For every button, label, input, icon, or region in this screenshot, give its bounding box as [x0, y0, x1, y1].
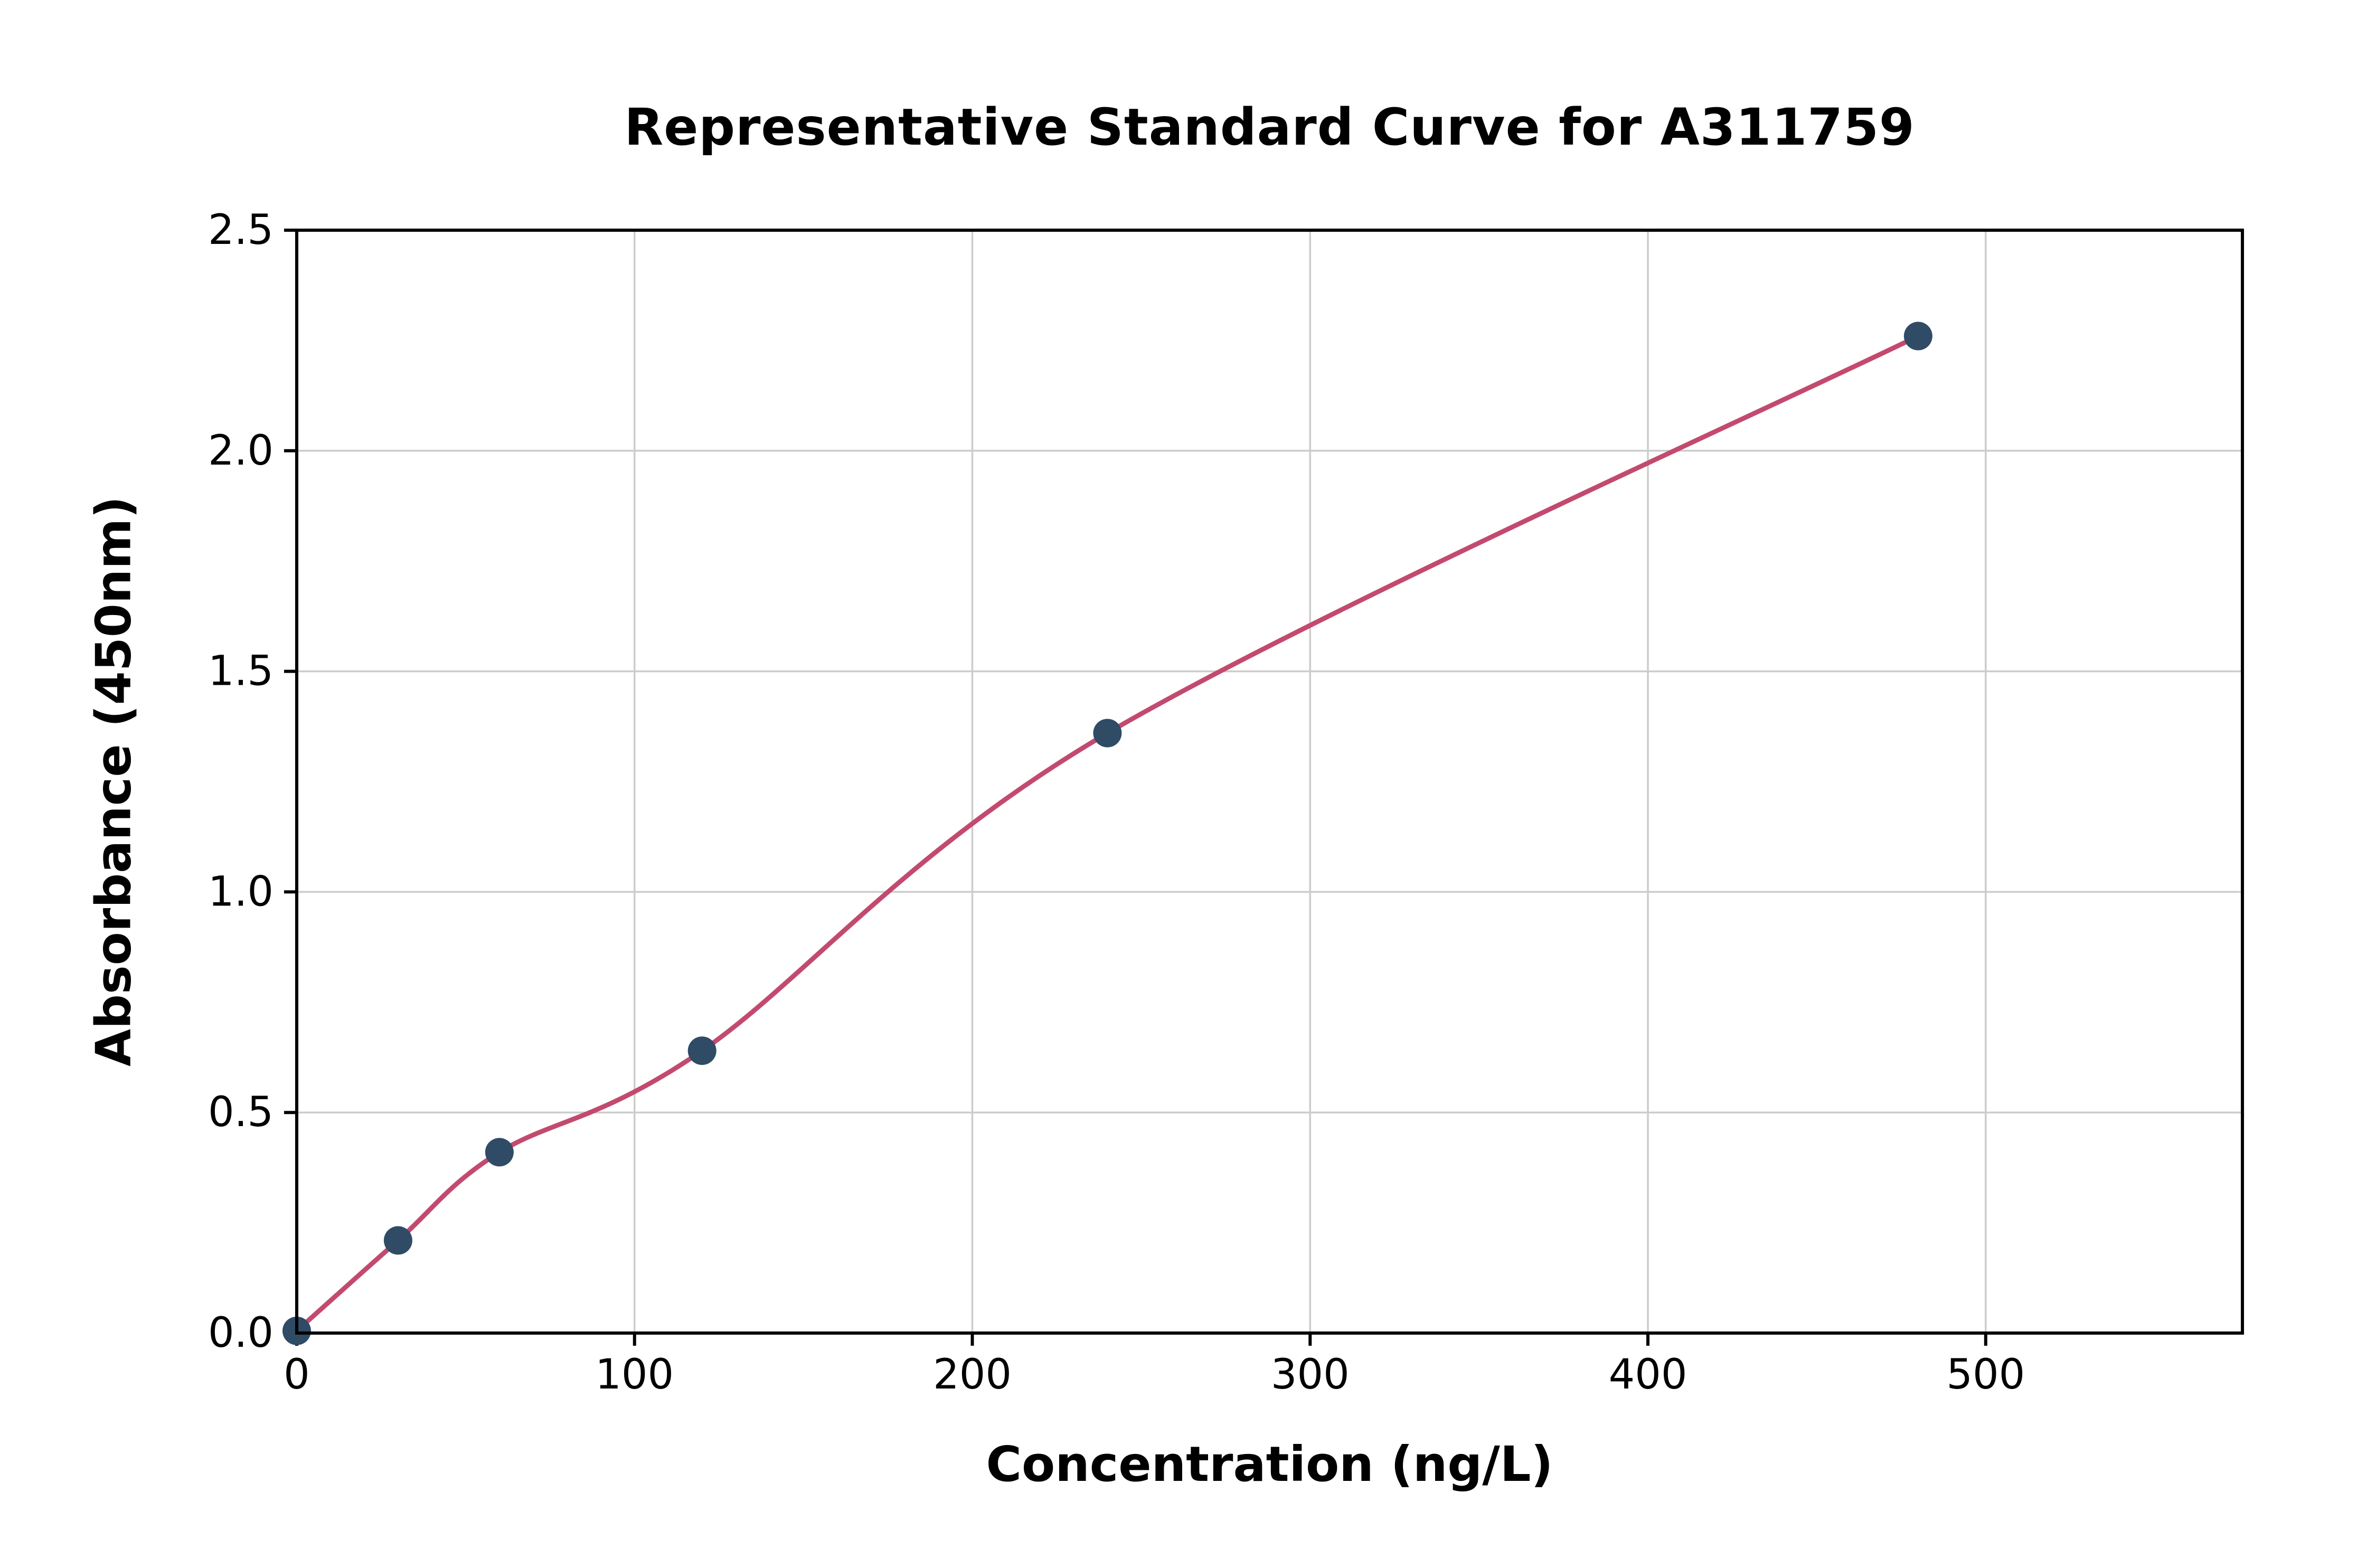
x-tick-label: 200 [933, 1351, 1012, 1399]
y-tick-label: 0.5 [208, 1089, 274, 1136]
y-tick-label: 1.0 [208, 868, 274, 915]
plot-frame [295, 229, 2244, 1335]
chart-title: Representative Standard Curve for A31175… [624, 98, 1915, 157]
x-tick-label: 400 [1609, 1351, 1687, 1399]
y-tick-label: 2.0 [208, 427, 274, 475]
x-tick-label: 300 [1271, 1351, 1350, 1399]
data-point [1903, 322, 1932, 351]
y-tick-label: 0.0 [208, 1309, 274, 1357]
x-tick-label: 0 [284, 1351, 310, 1399]
y-tick-label: 2.5 [208, 206, 274, 254]
data-point [1093, 719, 1122, 748]
y-tick-label: 1.5 [208, 648, 274, 695]
data-point [687, 1036, 716, 1065]
x-axis-label: Concentration (ng/L) [986, 1436, 1553, 1493]
y-axis-label: Absorbance (450nm) [85, 496, 142, 1067]
data-point [485, 1138, 514, 1167]
data-point [383, 1226, 412, 1255]
x-tick-label: 100 [595, 1351, 674, 1399]
x-tick-label: 500 [1946, 1351, 2025, 1399]
fit-curve [294, 334, 1921, 1334]
